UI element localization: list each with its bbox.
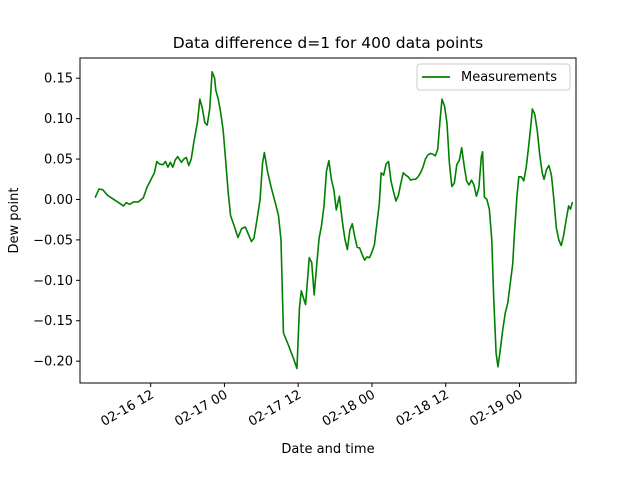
legend-box: [416, 63, 571, 91]
y-tick-label: 0.10: [44, 112, 73, 127]
x-axis-label: Date and time: [281, 442, 374, 457]
y-tick-label: 0.05: [44, 153, 73, 168]
plot-frame: [79, 57, 577, 384]
legend-label-measurements: Measurements: [461, 70, 557, 85]
y-axis-ticks: 0.15 0.10 0.05 0.00 −0.05 −0.10 −0.15 −0.20: [33, 72, 80, 370]
series-line-measurements: [94, 70, 574, 370]
y-tick-label: −0.15: [33, 314, 73, 329]
y-tick-label: −0.20: [33, 355, 73, 370]
chart-title: Data difference d=1 for 400 data points: [173, 34, 483, 52]
y-tick-label: 0.15: [44, 72, 73, 87]
y-tick-label: −0.05: [33, 233, 73, 248]
plot-area: [80, 58, 576, 383]
y-tick-label: −0.10: [33, 274, 73, 289]
y-axis-label: Dew point: [7, 188, 22, 254]
y-tick-label: 0.00: [44, 193, 73, 208]
legend: Measurements: [416, 63, 571, 91]
